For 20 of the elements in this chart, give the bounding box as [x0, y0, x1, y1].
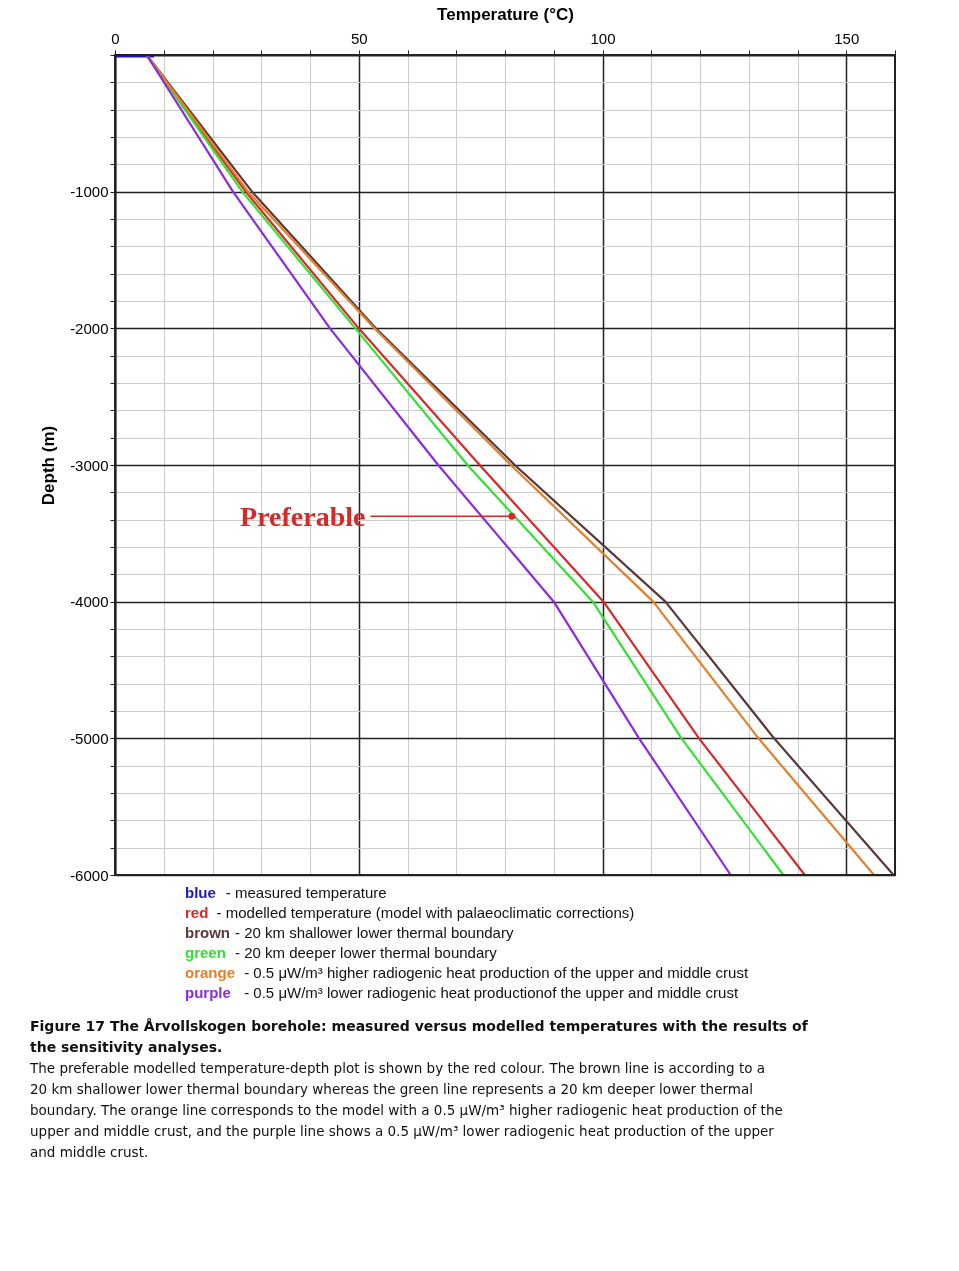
text: brown - 20 km shallower lower thermal boundary — [185, 924, 514, 941]
x-tick-label: 100 — [590, 29, 616, 47]
y-axis-title: Depth (m) — [39, 425, 59, 506]
x-axis-title: Temperature (°C) — [437, 4, 574, 24]
text: green - 20 km deeper lower thermal boundary — [185, 944, 498, 961]
y-tick-label: -4000 — [70, 593, 109, 611]
text: purple - 0.5 μW/m³ lower radiogenic heat productionof the upper and middle crust — [185, 984, 739, 1001]
y-tick-label: -2000 — [70, 319, 109, 337]
y-tick-label: -3000 — [70, 456, 109, 474]
y-tick-label: -6000 — [70, 866, 109, 884]
text: orange - 0.5 μW/m³ higher radiogenic heat production of the upper and middle crust — [185, 964, 749, 981]
x-tick-label: 50 — [350, 29, 368, 47]
x-tick-label: 0 — [111, 29, 120, 47]
caption: Figure 17 The Årvollskogen borehole: measured versus modelled temperatures with the results of the sensitivity analyses. — [30, 1018, 809, 1055]
text: blue - measured temperature — [185, 884, 387, 901]
text: The preferable modelled temperature-depth plot is shown by the red colour. The brown line is according to a 20 km shallower lower thermal boundary whereas the green line represents a 20 km deeper lower thermal boundary. The orange line corresponds to the model with a 0.5 μW/m³ higher radiogenic heat production of the upper and middle crust, and the purple line shows a 0.5 μW/m³ lower radiogenic heat production of the upper and middle crust. — [29, 1060, 783, 1160]
y-tick-label: -1000 — [70, 183, 109, 201]
x-tick-label: 150 — [834, 29, 860, 47]
y-tick-label: -5000 — [70, 729, 109, 747]
text: red - modelled temperature (model with palaeoclimatic corrections) — [185, 904, 635, 921]
